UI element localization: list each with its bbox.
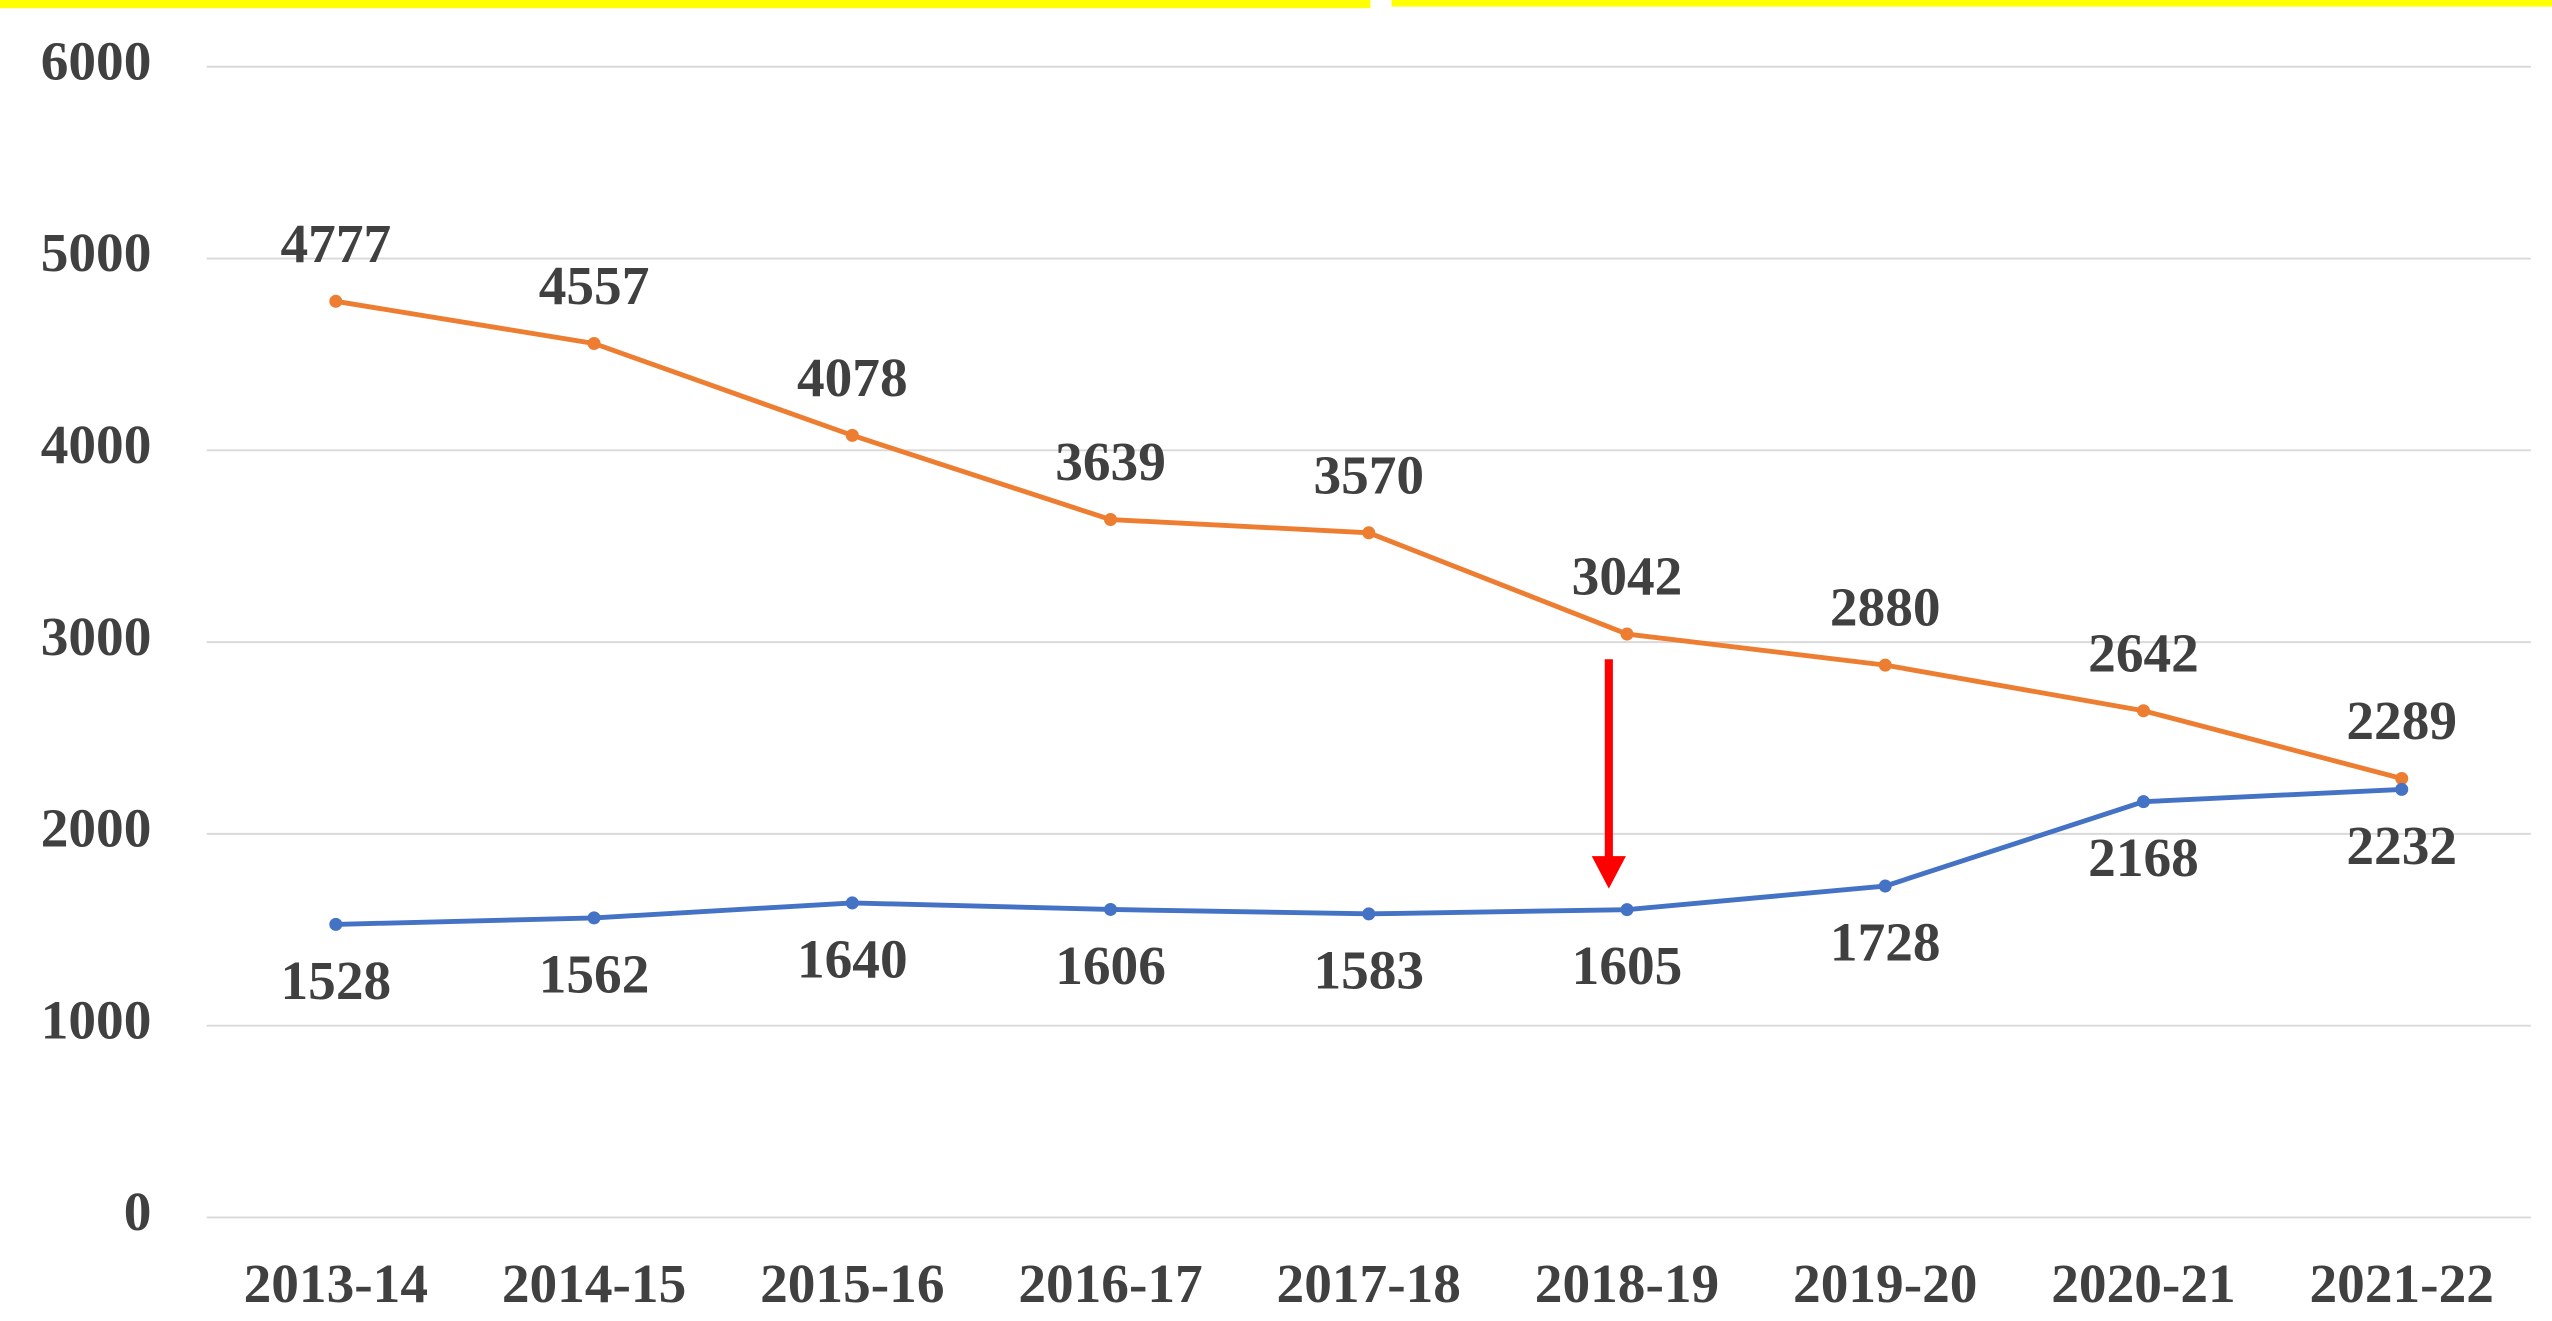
data-label: 1583: [1313, 939, 1424, 1000]
data-label: 1605: [1572, 935, 1683, 996]
highlight-bar: [0, 0, 1371, 9]
x-tick-label: 2017-18: [1277, 1253, 1461, 1314]
point: [1104, 902, 1118, 916]
y-tick-label: 2000: [41, 798, 152, 859]
point: [845, 428, 859, 442]
plot-area: 0 1000 2000 3000 4000 5000 6000 2013-14 2014-15 2…: [41, 30, 2531, 1314]
data-label: 2880: [1830, 577, 1941, 638]
y-tick-label: 5000: [41, 222, 152, 283]
data-label: 4557: [539, 255, 650, 316]
highlight-bar: [1391, 0, 2552, 7]
y-tick-label: 1000: [41, 989, 152, 1050]
data-label: 1640: [797, 928, 908, 989]
point: [1620, 903, 1634, 917]
point: [1362, 907, 1376, 921]
x-tick-label: 2013-14: [244, 1253, 428, 1314]
data-label: 2232: [2346, 815, 2457, 876]
data-label: 3639: [1055, 431, 1166, 492]
x-tick-label: 2014-15: [502, 1253, 686, 1314]
point: [1362, 526, 1376, 540]
data-label: 2642: [2088, 622, 2199, 683]
x-tick-label: 2019-20: [1793, 1253, 1977, 1314]
data-label: 3042: [1572, 546, 1683, 607]
point: [587, 911, 601, 925]
y-tick-label: 4000: [41, 414, 152, 475]
point: [1878, 879, 1892, 893]
x-tick-label: 2018-19: [1535, 1253, 1719, 1314]
data-label: 2168: [2088, 827, 2199, 888]
point: [1620, 627, 1634, 641]
point: [2395, 771, 2409, 785]
data-label: 1562: [539, 943, 650, 1004]
point: [329, 917, 343, 931]
arrow-head: [1591, 856, 1626, 889]
point: [2136, 704, 2150, 718]
x-tick-label: 2020-21: [2051, 1253, 2235, 1314]
y-tick-label: 6000: [41, 30, 152, 91]
data-label: 1728: [1830, 912, 1941, 973]
point: [587, 336, 601, 351]
point: [845, 896, 859, 910]
point: [1878, 658, 1892, 672]
data-label: 2289: [2346, 690, 2457, 751]
data-label: 4078: [797, 347, 908, 408]
point: [2395, 782, 2409, 796]
data-label: 4777: [280, 213, 391, 274]
arrow: [1591, 659, 1626, 889]
point: [1104, 513, 1118, 527]
y-tick-label: 0: [124, 1181, 152, 1242]
point: [2136, 795, 2150, 809]
data-label: 1606: [1055, 935, 1166, 996]
line: [335, 298, 2403, 781]
data-label: 1528: [280, 950, 391, 1011]
data-label: 3570: [1313, 444, 1424, 505]
point: [329, 294, 343, 308]
y-tick-label: 3000: [41, 606, 152, 667]
x-tick-label: 2021-22: [2310, 1253, 2494, 1314]
x-tick-label: 2015-16: [760, 1253, 944, 1314]
x-tick-label: 2016-17: [1018, 1253, 1202, 1314]
